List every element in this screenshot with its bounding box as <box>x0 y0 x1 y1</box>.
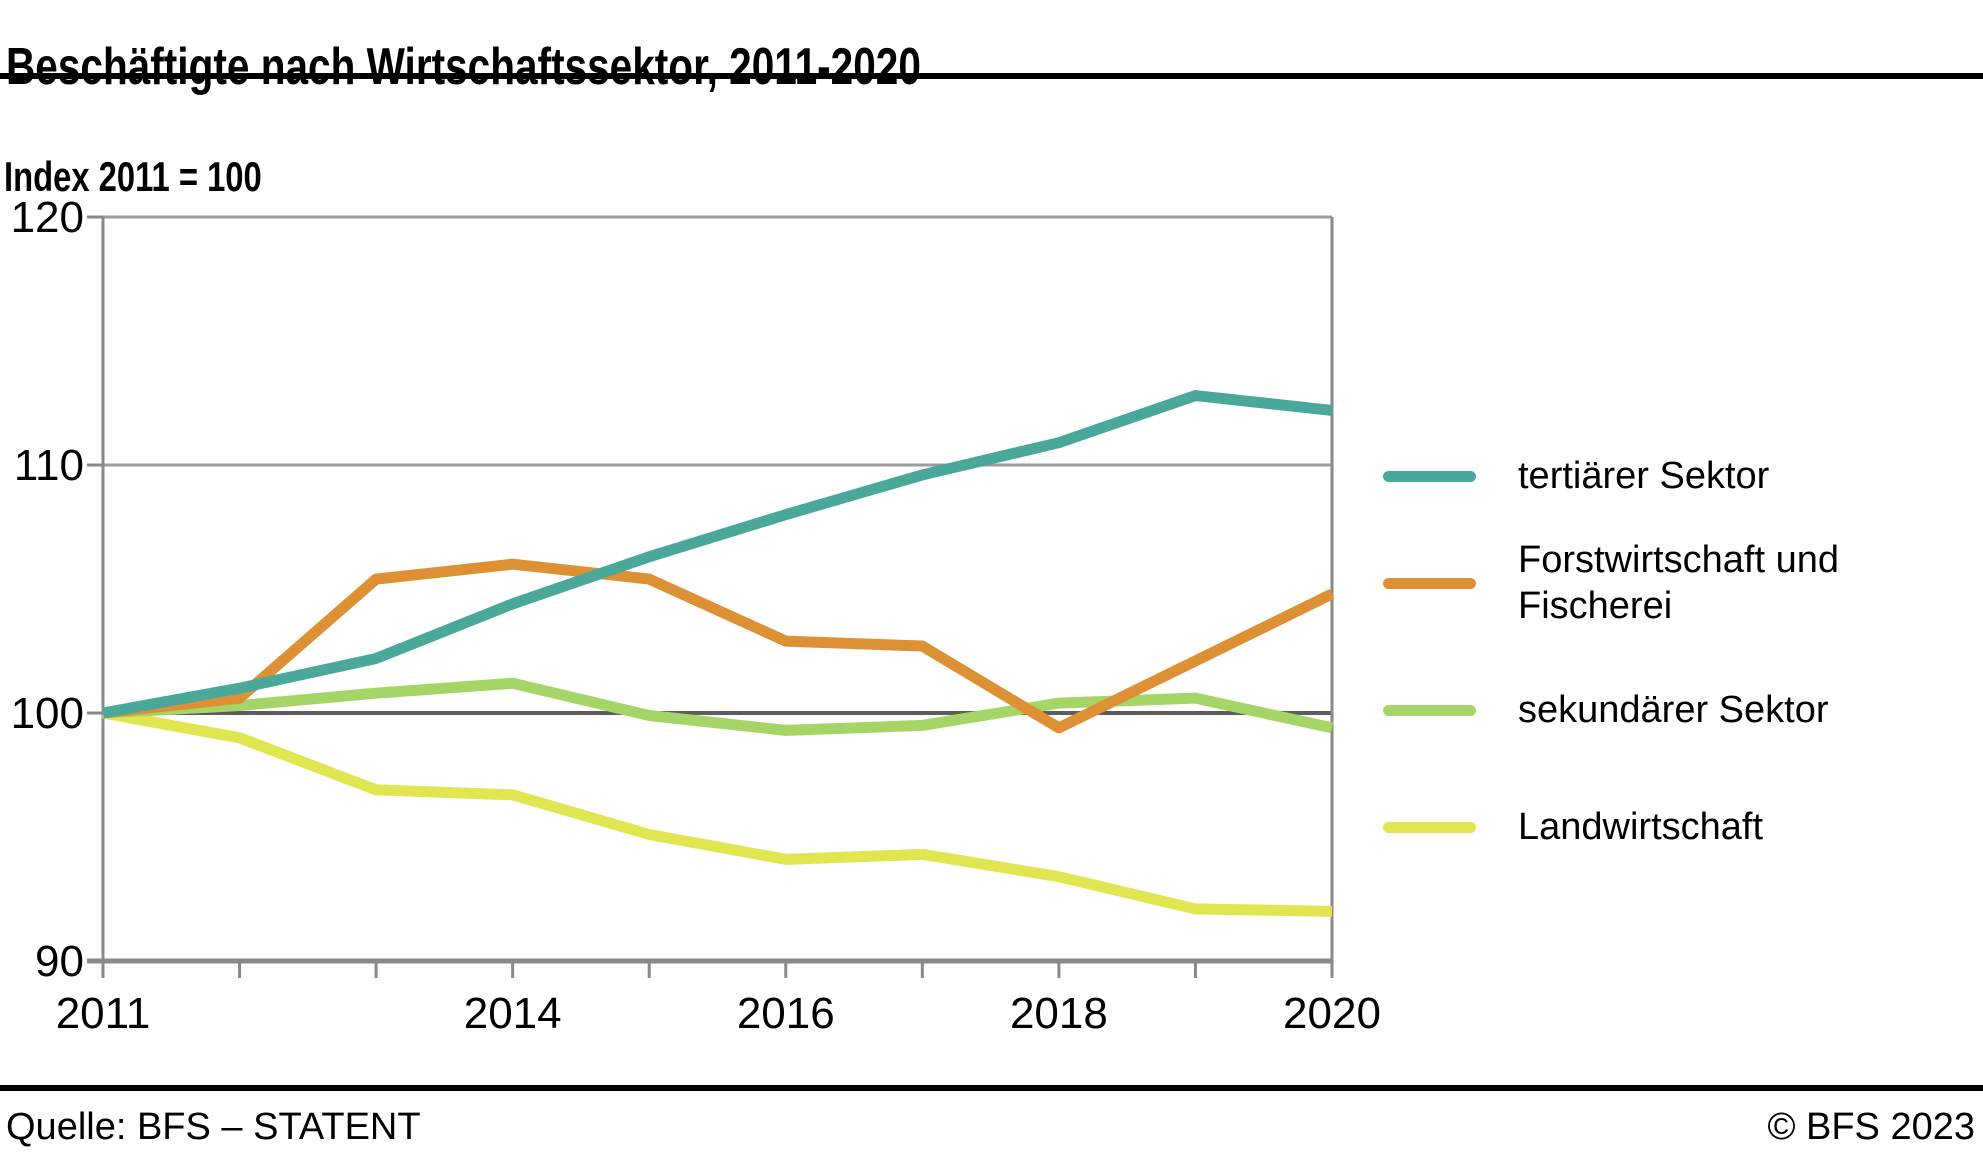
y-tick-label-100: 100 <box>11 689 84 738</box>
legend-label: sekundärer Sektor <box>1518 689 1829 731</box>
chart-subtitle: Index 2011 = 100 <box>4 152 262 200</box>
legend-item-sekundaerer-sektor: sekundärer Sektor <box>1383 687 1829 733</box>
y-tick-label-120: 120 <box>11 193 84 242</box>
y-tick-label-110: 110 <box>14 441 84 490</box>
legend-item-landwirtschaft: Landwirtschaft <box>1383 804 1763 850</box>
legend-item-forstwirtschaft-und-fischerei: Forstwirtschaft und Fischerei <box>1383 537 1973 629</box>
series-line-forstwirtschaft-und-fischerei <box>102 558 1335 734</box>
legend-item-tertiaerer-sektor: tertiärer Sektor <box>1383 453 1769 499</box>
source-text: Quelle: BFS – STATENT <box>6 1106 421 1148</box>
legend-swatch-tertiaerer-sektor <box>1383 470 1476 482</box>
legend-swatch-sekundaerer-sektor <box>1383 704 1476 716</box>
copyright-text: © BFS 2023 <box>1767 1106 1975 1148</box>
legend-swatch-landwirtschaft <box>1383 821 1476 833</box>
series-line-landwirtschaft <box>102 707 1333 917</box>
x-tick-label-2011: 2011 <box>56 989 151 1038</box>
x-tick-label-2014: 2014 <box>464 989 562 1038</box>
series-line-sekundaerer-sektor <box>102 677 1334 736</box>
x-tick-label-2018: 2018 <box>1010 989 1108 1038</box>
x-tick-label-2016: 2016 <box>737 989 835 1038</box>
title-divider-rule <box>0 73 1983 79</box>
page-title: Beschäftigte nach Wirtschaftssektor, 201… <box>6 37 921 96</box>
x-tick-label-2020: 2020 <box>1283 989 1381 1038</box>
legend-label: Landwirtschaft <box>1518 806 1764 848</box>
legend-label: tertiärer Sektor <box>1518 455 1770 497</box>
legend-label: Forstwirtschaft und Fischerei <box>1518 539 1839 627</box>
footer-divider-rule <box>0 1085 1983 1091</box>
series-line-tertiaerer-sektor <box>102 390 1333 719</box>
y-tick-label-90: 90 <box>35 937 84 986</box>
legend-swatch-forstwirtschaft-und-fischerei <box>1383 577 1476 589</box>
